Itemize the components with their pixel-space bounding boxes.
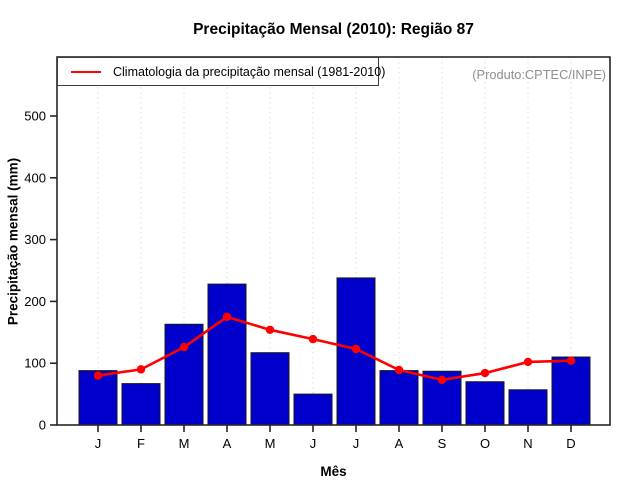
climatology-point-0	[93, 371, 103, 380]
x-tick-label-7: A	[395, 436, 404, 451]
x-tick-label-10: N	[523, 436, 532, 451]
x-tick-label-1: F	[137, 436, 145, 451]
x-tick-label-8: S	[438, 436, 447, 451]
climatology-point-6	[351, 344, 361, 354]
bar-7-A	[379, 370, 419, 426]
y-tick-label-400: 400	[24, 170, 46, 185]
climatology-point-11	[566, 356, 576, 365]
legend: Climatologia da precipitação mensal (198…	[57, 57, 385, 86]
bar-4-M	[250, 352, 290, 426]
y-axis-label: Precipitação mensal (mm)	[5, 157, 21, 326]
x-axis-label: Mês	[320, 464, 347, 479]
y-tick-label-0: 0	[39, 418, 46, 433]
legend-label: Climatologia da precipitação mensal (198…	[113, 64, 386, 79]
climatology-point-9	[480, 368, 490, 378]
bar-2-M	[164, 323, 204, 426]
x-tick-label-11: D	[566, 436, 575, 451]
x-tick-label-5: J	[310, 436, 317, 451]
x-tick-label-6: J	[353, 436, 360, 451]
x-tick-label-2: M	[179, 436, 190, 451]
bar-1-F	[121, 383, 161, 426]
climatology-point-1	[136, 365, 146, 374]
x-tick-label-9: O	[480, 436, 490, 451]
climatology-line	[97, 315, 572, 382]
climatology-point-3	[222, 312, 232, 322]
y-tick-label-100: 100	[24, 356, 46, 371]
climatology-point-4	[265, 325, 275, 335]
y-tick-label-500: 500	[24, 109, 46, 124]
produto-annotation: (Produto:CPTEC/INPE)	[472, 67, 606, 82]
x-tick-label-0: J	[95, 436, 102, 451]
bar-10-N	[508, 389, 548, 426]
climatology-point-5	[308, 334, 318, 344]
bar-9-O	[465, 381, 505, 426]
legend-line-swatch	[71, 70, 101, 73]
climatology-point-10	[523, 357, 533, 367]
climatology-point-2	[179, 342, 189, 352]
x-tick-label-3: A	[223, 436, 232, 451]
y-tick-label-300: 300	[24, 232, 46, 247]
x-tick-label-4: M	[265, 436, 276, 451]
chart-title: Precipitação Mensal (2010): Região 87	[193, 21, 474, 38]
y-tick-label-200: 200	[24, 294, 46, 309]
climatology-point-7	[394, 365, 404, 375]
bar-5-J	[293, 393, 333, 426]
bar-11-D	[551, 356, 591, 426]
climatology-point-8	[437, 375, 447, 385]
bar-3-A	[207, 283, 247, 426]
